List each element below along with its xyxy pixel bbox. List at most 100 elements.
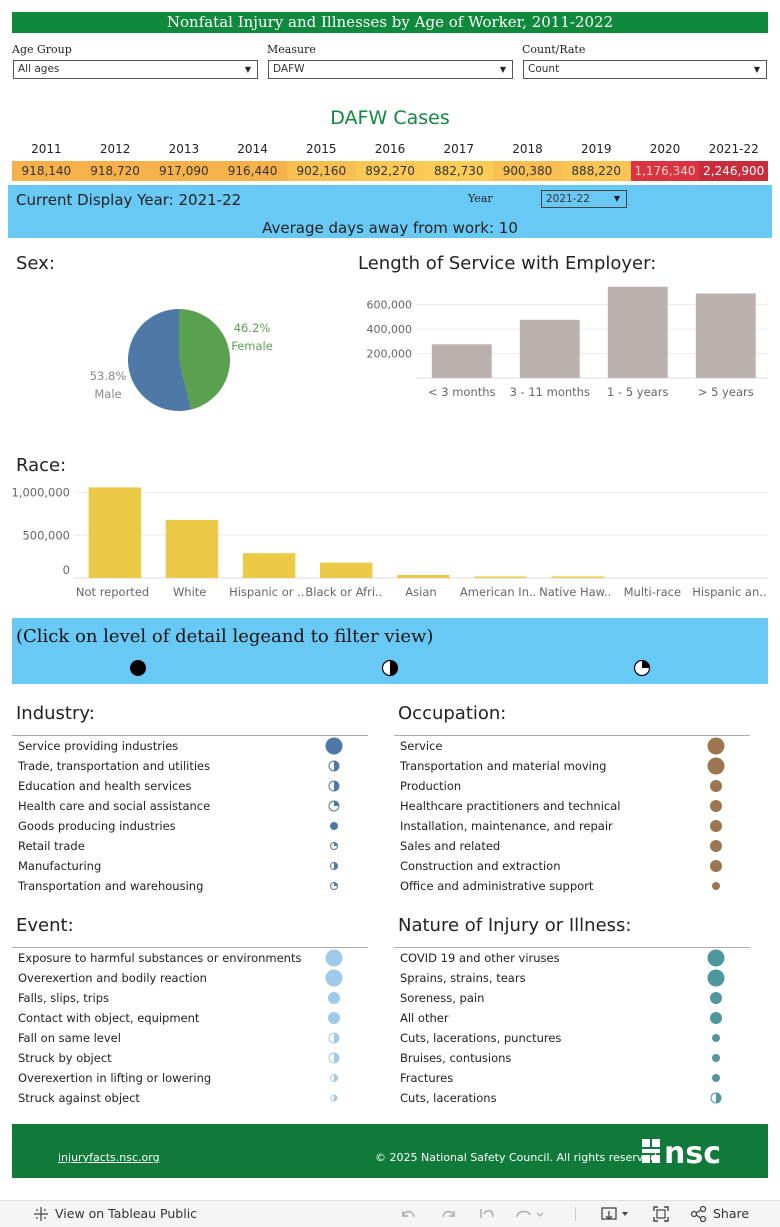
nature-list-item[interactable]: Bruises, contusions — [400, 1048, 736, 1068]
nature-list-item[interactable]: Fractures — [400, 1068, 736, 1088]
download-icon[interactable] — [600, 1204, 632, 1224]
nature-item-label: Fractures — [400, 1071, 454, 1085]
occupation-list-item[interactable]: Healthcare practitioners and technical — [400, 796, 736, 816]
dafw-value-cell[interactable]: 902,160 — [286, 161, 356, 181]
event-list-item[interactable]: Fall on same level — [18, 1028, 354, 1048]
count-rate-dropdown[interactable]: Count ▼ — [523, 60, 767, 79]
dafw-value-cell[interactable]: 900,380 — [493, 161, 562, 181]
y-tick-label: 0 — [63, 563, 70, 577]
nature-list-item[interactable]: Cuts, lacerations — [400, 1088, 736, 1108]
dafw-value-cell[interactable]: 918,140 — [12, 161, 81, 181]
undo-icon[interactable] — [399, 1205, 417, 1223]
event-item-label: Struck against object — [18, 1091, 140, 1105]
view-on-tableau-public-link[interactable]: View on Tableau Public — [55, 1206, 198, 1221]
nature-list: COVID 19 and other viruses Sprains, strai… — [400, 948, 736, 1108]
industry-list-item[interactable]: Education and health services — [18, 776, 354, 796]
refresh-icon[interactable] — [514, 1205, 544, 1223]
occupation-item-label: Sales and related — [400, 839, 501, 853]
year-dropdown[interactable]: 2021-22 ▼ — [541, 190, 627, 208]
fullscreen-icon[interactable] — [652, 1205, 670, 1223]
redo-icon[interactable] — [440, 1205, 458, 1223]
x-tick-label: Not reported — [76, 585, 149, 599]
detail-level-icon — [330, 1074, 338, 1082]
detail-level-icon — [328, 800, 340, 812]
dafw-value-cell[interactable]: 918,720 — [80, 161, 150, 181]
occupation-list-item[interactable]: Production — [400, 776, 736, 796]
detail-level-full-icon[interactable] — [128, 658, 148, 678]
dafw-value-cell[interactable]: 2,246,900 — [699, 161, 769, 181]
industry-list-item[interactable]: Retail trade — [18, 836, 354, 856]
event-list-item[interactable]: Contact with object, equipment — [18, 1008, 354, 1028]
event-list-item[interactable]: Overexertion and bodily reaction — [18, 968, 354, 988]
event-list-item[interactable]: Falls, slips, trips — [18, 988, 354, 1008]
event-list-item[interactable]: Exposure to harmful substances or enviro… — [18, 948, 354, 968]
industry-list-item[interactable]: Health care and social assistance — [18, 796, 354, 816]
industry-list-item[interactable]: Service providing industries — [18, 736, 354, 756]
service-bar[interactable] — [695, 293, 756, 378]
x-tick-label: White — [173, 585, 206, 599]
race-bar[interactable] — [88, 487, 142, 578]
race-bar[interactable] — [397, 575, 450, 578]
dafw-value-cell[interactable]: 892,270 — [355, 161, 425, 181]
event-list-item[interactable]: Struck by object — [18, 1048, 354, 1068]
x-tick-label: > 5 years — [698, 385, 754, 399]
age-group-dropdown[interactable]: All ages ▼ — [13, 60, 258, 79]
sex-slice-label: Male — [94, 387, 121, 401]
occupation-list-item[interactable]: Sales and related — [400, 836, 736, 856]
dafw-year-label: 2018 — [512, 142, 543, 156]
occupation-list-item[interactable]: Service — [400, 736, 736, 756]
race-bar[interactable] — [474, 576, 527, 579]
service-bar[interactable] — [431, 344, 492, 378]
injuryfacts-link[interactable]: injuryfacts.nsc.org — [58, 1151, 160, 1164]
service-bar[interactable] — [607, 286, 668, 378]
dafw-value-cell[interactable]: 916,440 — [218, 161, 287, 181]
x-tick-label: American In.. — [460, 585, 536, 599]
chevron-down-icon: ▼ — [244, 65, 251, 74]
sex-pie-slice-female[interactable] — [179, 309, 231, 410]
detail-level-icon — [710, 820, 722, 832]
nature-item-label: Bruises, contusions — [400, 1051, 512, 1065]
occupation-list-item[interactable]: Office and administrative support — [400, 876, 736, 896]
nature-list-item[interactable]: Soreness, pain — [400, 988, 736, 1008]
occupation-list-item[interactable]: Construction and extraction — [400, 856, 736, 876]
event-list: Exposure to harmful substances or enviro… — [18, 948, 354, 1108]
industry-list-item[interactable]: Goods producing industries — [18, 816, 354, 836]
nature-list-item[interactable]: COVID 19 and other viruses — [400, 948, 736, 968]
service-bar[interactable] — [519, 319, 580, 378]
race-bar[interactable] — [551, 576, 604, 579]
nature-list-item[interactable]: Cuts, lacerations, punctures — [400, 1028, 736, 1048]
detail-level-icon — [325, 969, 343, 987]
nature-list-item[interactable]: Sprains, strains, tears — [400, 968, 736, 988]
dafw-value-cell[interactable]: 882,730 — [424, 161, 494, 181]
dafw-value-cell[interactable]: 888,220 — [561, 161, 631, 181]
sex-slice-label: Female — [231, 339, 273, 353]
dafw-value-cell[interactable]: 917,090 — [149, 161, 219, 181]
share-icon[interactable] — [690, 1205, 708, 1223]
event-item-label: Exposure to harmful substances or enviro… — [18, 951, 302, 965]
industry-item-label: Education and health services — [18, 779, 192, 793]
race-bar[interactable] — [242, 553, 296, 578]
detail-level-icon — [712, 1074, 720, 1082]
industry-list-item[interactable]: Manufacturing — [18, 856, 354, 876]
revert-icon[interactable] — [478, 1205, 496, 1223]
sex-pie-slice-male[interactable] — [128, 309, 192, 411]
event-list-item[interactable]: Struck against object — [18, 1088, 354, 1108]
detail-level-half-icon[interactable] — [380, 658, 400, 678]
race-bar[interactable] — [319, 562, 373, 578]
event-list-item[interactable]: Overexertion in lifting or lowering — [18, 1068, 354, 1088]
dafw-year-label: 2019 — [580, 142, 612, 156]
race-bar[interactable] — [165, 519, 219, 578]
industry-list-item[interactable]: Trade, transportation and utilities — [18, 756, 354, 776]
detail-level-quarter-icon[interactable] — [632, 658, 652, 678]
share-button[interactable]: Share — [713, 1206, 750, 1221]
detail-level-icon — [330, 882, 338, 890]
measure-dropdown[interactable]: DAFW ▼ — [268, 60, 513, 79]
detail-level-icon — [710, 1012, 722, 1024]
event-item-label: Contact with object, equipment — [18, 1011, 200, 1025]
nature-list-item[interactable]: All other — [400, 1008, 736, 1028]
occupation-list-item[interactable]: Transportation and material moving — [400, 756, 736, 776]
occupation-list-item[interactable]: Installation, maintenance, and repair — [400, 816, 736, 836]
industry-list-item[interactable]: Transportation and warehousing — [18, 876, 354, 896]
dashboard-title: Nonfatal Injury and Illnesses by Age of … — [12, 12, 768, 33]
dafw-value-cell[interactable]: 1,176,340 — [630, 161, 700, 181]
